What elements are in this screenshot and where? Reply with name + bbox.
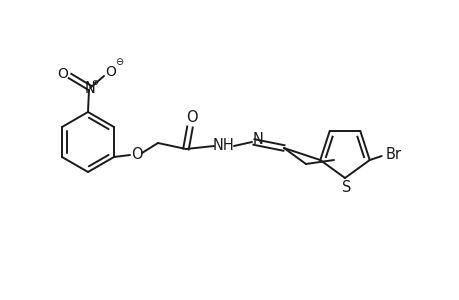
Text: S: S bbox=[341, 179, 351, 194]
Text: O: O bbox=[105, 65, 116, 79]
Text: Br: Br bbox=[385, 146, 401, 161]
Text: N: N bbox=[84, 80, 95, 95]
Text: N: N bbox=[252, 131, 263, 146]
Text: NH: NH bbox=[213, 137, 235, 152]
Text: O: O bbox=[186, 110, 197, 124]
Text: ⊖: ⊖ bbox=[115, 57, 123, 67]
Text: ⊕: ⊕ bbox=[91, 77, 98, 86]
Text: O: O bbox=[57, 67, 68, 81]
Text: O: O bbox=[131, 146, 142, 161]
